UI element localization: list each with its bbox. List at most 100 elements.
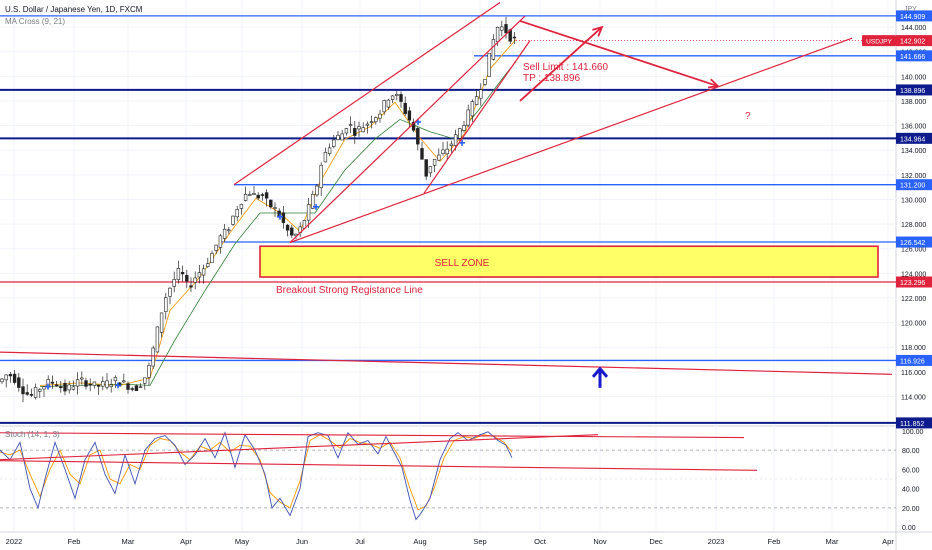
stoch-trendline [0,432,745,439]
time-tick-label: Dec [649,537,663,546]
time-tick-label: Apr [180,537,192,546]
last-price-tag-label: 142.902 [900,39,925,46]
level-tag-bg [896,179,932,191]
candle-body [105,380,109,388]
stoch-d-line [0,434,513,511]
candle-body [348,124,353,126]
indicator-label[interactable]: MA Cross (9, 21) [5,17,65,26]
candle-body [374,117,378,123]
candle-body [458,128,462,139]
candle-body [147,365,151,378]
candle-body [399,94,403,102]
candle-body [180,272,185,275]
long-trendline[interactable] [289,37,853,244]
level-tag-label: 111.852 [900,421,924,428]
candle-body [361,127,365,133]
candle-body [71,386,76,390]
candle-body [382,100,386,113]
channel-lower-line[interactable] [289,15,526,243]
ma-cross-marker [277,213,283,220]
candle-body [151,347,155,367]
candle-body [273,207,277,209]
candle-body [315,185,319,196]
candle-body [256,194,260,199]
price-tick-label: 120.000 [901,321,926,328]
level-tag-label: 123.296 [900,280,925,287]
candle-body [101,381,105,387]
candle-body [67,384,71,391]
candle-body [42,386,46,390]
level-tag-label: 116.926 [900,358,925,365]
candle-body [470,101,475,117]
candle-body [239,203,244,209]
stoch-tick-label: 40.00 [902,487,920,494]
candle-body [12,373,17,383]
candle-body [96,384,101,387]
axes: 144.000142.000140.000138.000136.000134.0… [6,10,932,546]
candle-body [390,95,395,100]
price-tick-label: 128.000 [901,222,926,229]
sell-zone-box[interactable] [259,245,879,278]
candle-body [54,384,59,387]
candle-body [290,227,294,236]
support-trendline[interactable] [423,40,531,194]
candle-body [336,134,340,140]
candle-body [500,26,504,31]
candle-body [201,268,206,276]
candle-body [344,128,349,134]
candle-body [474,96,479,105]
candle-body [504,24,508,34]
target-arrow[interactable] [519,20,719,88]
candle-body [80,377,84,380]
candle-body [445,148,449,155]
sell-zone-layer[interactable] [259,245,879,278]
level-tag-bg [896,132,932,144]
candle-body [130,388,134,390]
arrow-head [592,25,604,37]
candle-body [21,386,25,395]
stoch-tick-label: 100.00 [902,429,924,436]
candle-body [319,164,323,188]
candle-body [327,147,332,154]
candle-body [386,99,391,108]
candle-body [462,125,466,131]
candle-body [285,224,290,231]
price-tick-label: 136.000 [901,124,926,131]
candle-body [420,148,424,160]
stoch-trendline [0,434,599,461]
candle-body [449,143,454,147]
stoch-tick-label: 20.00 [902,506,920,513]
sell-limit-text: Sell Limit : 141.660 [523,62,608,73]
candle-body [189,285,193,288]
candle-body [168,287,172,297]
price-tick-label: 130.000 [901,197,926,204]
channel-upper-line[interactable] [233,1,501,186]
stochastic-pane [0,431,896,521]
candle-body [369,121,374,123]
stoch-k-line [0,431,513,521]
candle-body [512,36,517,39]
candle-body [176,268,181,281]
stoch-trendline [0,460,758,471]
time-tick-label: Oct [534,537,547,546]
candle-body [491,39,496,60]
currency-label: JPY [904,6,917,13]
time-tick-label: Nov [593,537,607,546]
candle-body [453,134,458,146]
candle-body [424,159,428,177]
time-tick-label: 2022 [6,537,23,546]
long-descending-line[interactable] [0,351,893,375]
time-tick-label: Feb [768,537,781,546]
candle-body [109,384,113,387]
candle-body [269,199,273,208]
candle-body [214,244,218,251]
drawings[interactable] [0,1,893,388]
level-tag-bg [896,50,932,62]
level-tag-label: 126.542 [900,240,925,247]
projection-arrow[interactable] [519,26,603,102]
candle-body [172,279,176,287]
candle-body [306,204,311,221]
candle-body [17,377,21,388]
horizontal-levels[interactable] [0,15,896,424]
